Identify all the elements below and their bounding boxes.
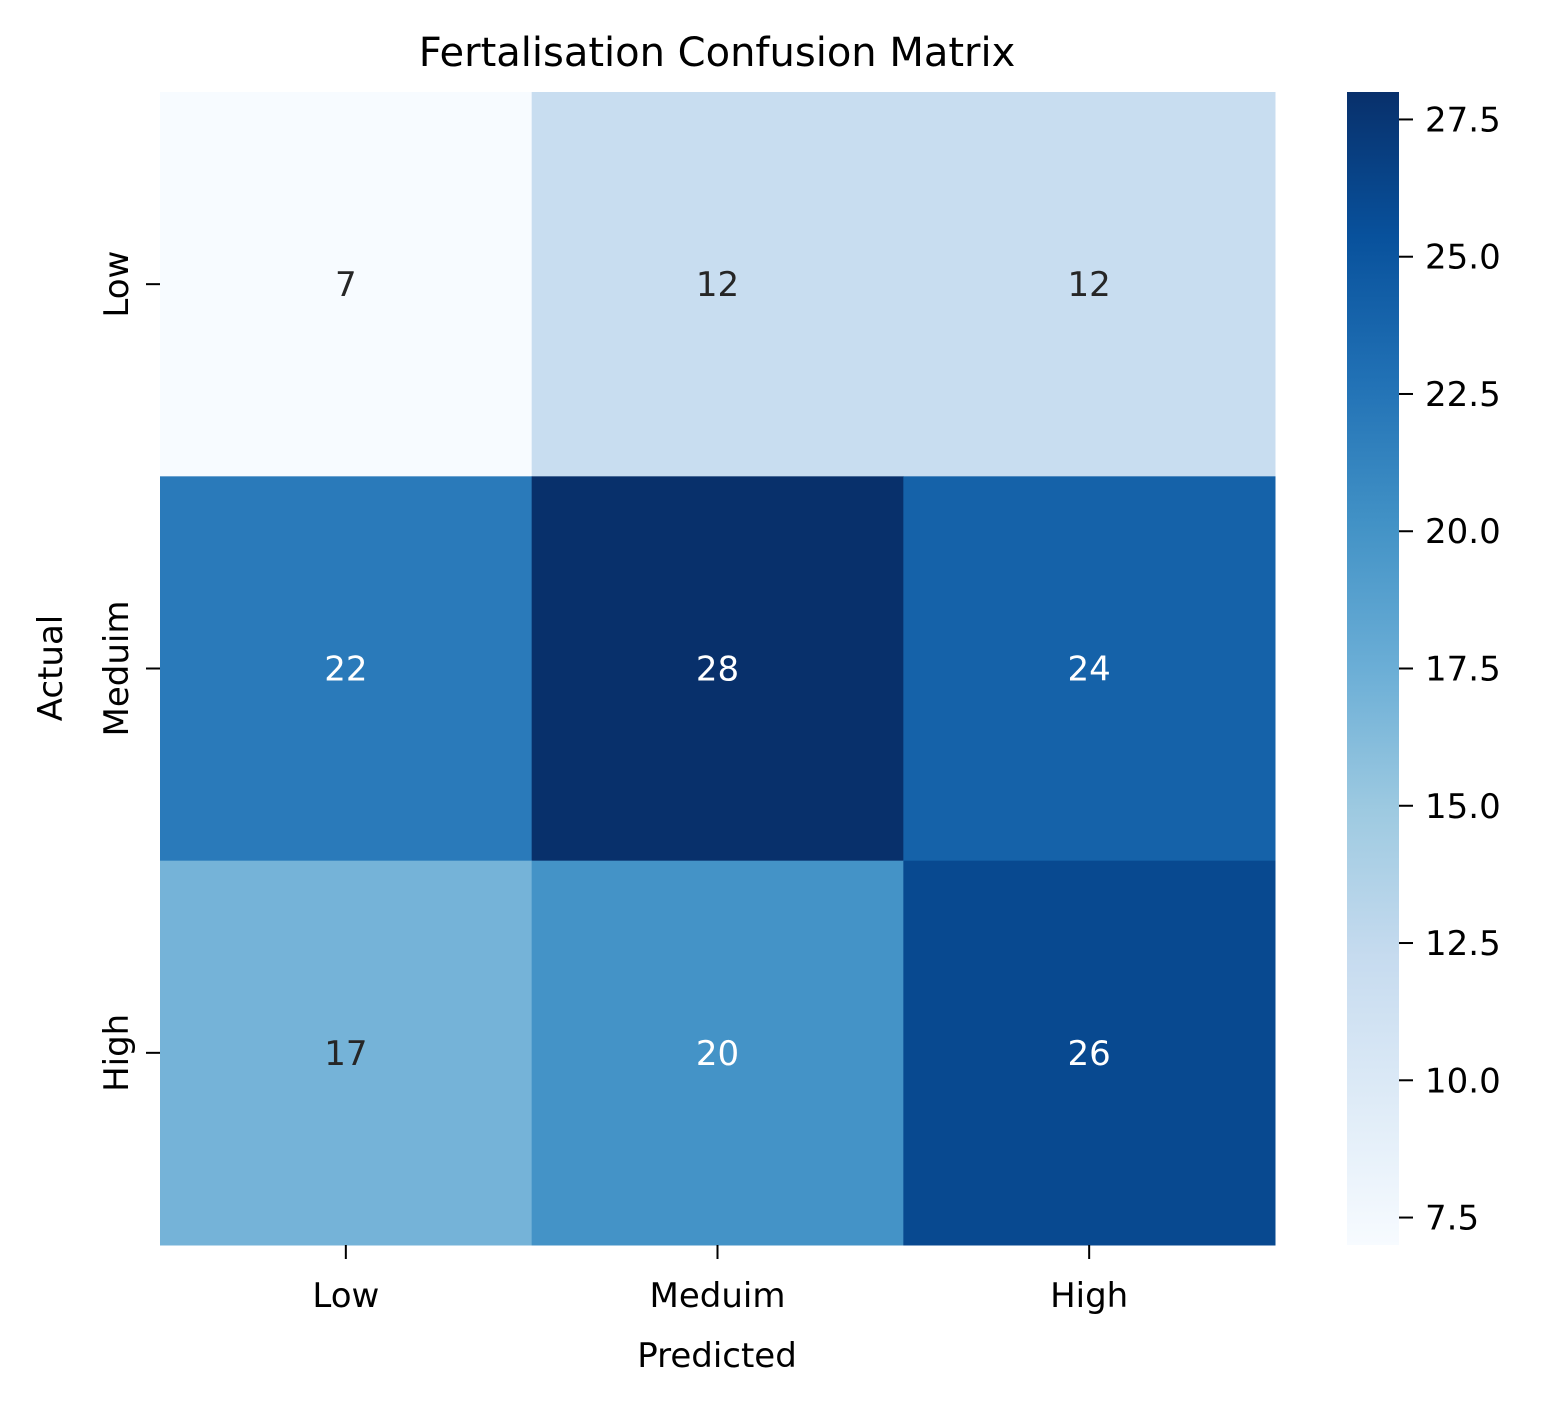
y-tick-label: Low xyxy=(97,251,137,318)
x-tick-label: Meduim xyxy=(650,1276,786,1316)
x-axis-ticks: Low Meduim High xyxy=(312,1245,1128,1316)
colorbar-tick-label: 25.0 xyxy=(1425,238,1501,278)
heatmap-cell xyxy=(160,476,533,862)
x-axis-label: Predicted xyxy=(637,1336,797,1376)
colorbar-tick-label: 12.5 xyxy=(1425,924,1501,964)
heatmap-cell xyxy=(160,860,533,1246)
colorbar-tick-label: 17.5 xyxy=(1425,650,1501,690)
y-tick-label: High xyxy=(97,1014,137,1092)
heatmap-cell xyxy=(903,92,1276,477)
colorbar-tick-label: 27.5 xyxy=(1425,100,1501,140)
cell-value-label: 12 xyxy=(1068,265,1111,305)
cell-value-label: 17 xyxy=(324,1034,367,1074)
chart-title: Fertalisation Confusion Matrix xyxy=(419,30,1016,76)
cell-value-label: 26 xyxy=(1068,1034,1111,1074)
cell-value-label: 20 xyxy=(696,1034,739,1074)
cell-value-label: 22 xyxy=(324,650,367,690)
colorbar-tick-label: 20.0 xyxy=(1425,512,1501,552)
colorbar-tick-label: 7.5 xyxy=(1425,1199,1479,1239)
heatmap-cell xyxy=(160,92,533,477)
cell-value-label: 28 xyxy=(696,650,739,690)
cell-value-label: 7 xyxy=(335,265,357,305)
heatmap-cell xyxy=(531,92,904,477)
colorbar-tick-label: 10.0 xyxy=(1425,1061,1501,1101)
heatmap-cells: 7 12 12 22 28 24 17 20 26 xyxy=(160,92,1276,1246)
colorbar xyxy=(1347,92,1399,1245)
colorbar-tick-label: 15.0 xyxy=(1425,787,1501,827)
y-tick-label: Meduim xyxy=(97,601,137,737)
heatmap-cell xyxy=(531,476,904,862)
colorbar-ticks: 7.5 10.0 12.5 15.0 17.5 20.0 22.5 25.0 27.5 xyxy=(1399,100,1501,1239)
y-axis-ticks: Low Meduim High xyxy=(97,251,160,1092)
heatmap-cell xyxy=(531,860,904,1246)
colorbar-tick-label: 22.5 xyxy=(1425,375,1501,415)
x-tick-label: High xyxy=(1050,1276,1128,1316)
cell-value-label: 24 xyxy=(1068,650,1111,690)
x-tick-label: Low xyxy=(312,1276,379,1316)
heatmap-cell xyxy=(903,860,1276,1246)
heatmap-cell xyxy=(903,476,1276,862)
y-axis-label: Actual xyxy=(31,615,71,722)
cell-value-label: 12 xyxy=(696,265,739,305)
